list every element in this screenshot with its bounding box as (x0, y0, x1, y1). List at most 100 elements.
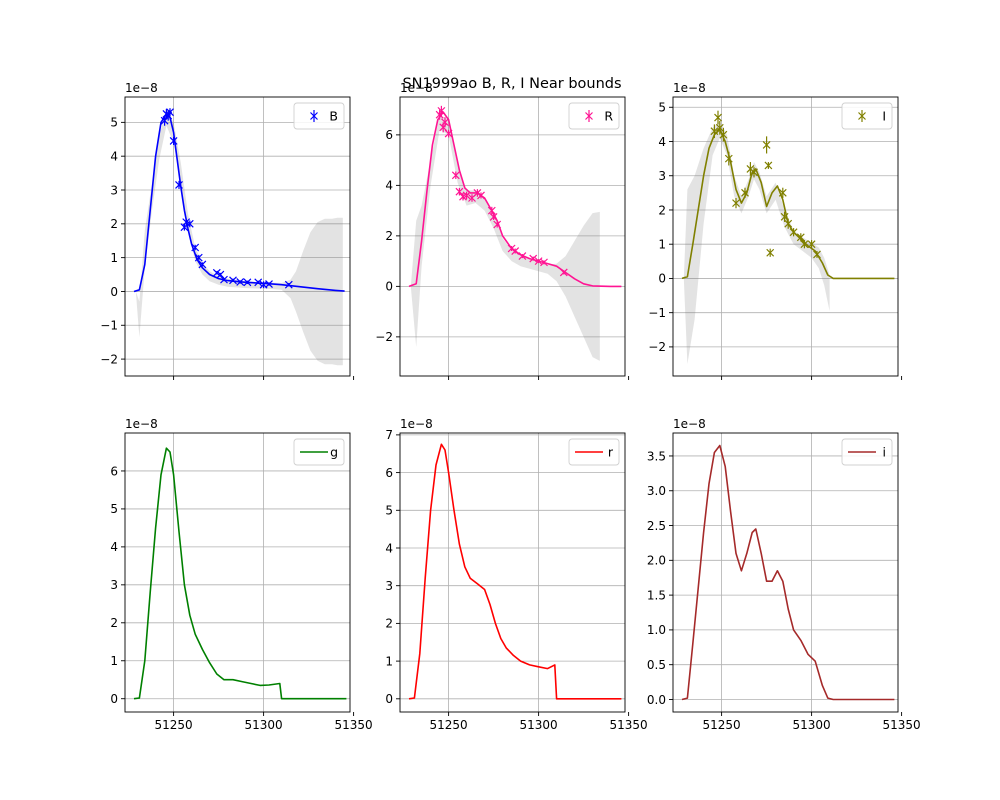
x-marker (750, 168, 758, 177)
x-tick-label: 51300 (245, 718, 283, 732)
data-point (191, 243, 200, 252)
axes-frame (124, 432, 351, 713)
series-line-B (133, 113, 345, 293)
axis-offset-text: 1e−8 (125, 81, 158, 95)
x-marker (236, 278, 245, 286)
x-marker (780, 212, 789, 221)
plot-area (408, 443, 622, 700)
axes-frame (399, 96, 626, 377)
data-point (473, 189, 482, 197)
figure-title: SN1999ao B, R, I Near bounds (402, 76, 621, 92)
y-tick-label: −2 (100, 352, 118, 366)
x-marker (540, 258, 548, 267)
axis-offset-text: 1e−8 (673, 417, 706, 431)
y-tick-label: 2 (385, 617, 393, 631)
y-tick-label: 4 (110, 540, 118, 554)
data-point (784, 218, 793, 229)
data-point (236, 278, 245, 286)
x-marker (265, 280, 273, 288)
x-marker (191, 243, 200, 252)
x-marker (714, 113, 722, 122)
legend-label: B (329, 109, 338, 124)
subplot-g: 51250 51300 51350 0 1 2 3 4 5 6 1e−8 g (110, 417, 372, 732)
y-tick-label: 2.0 (647, 554, 666, 568)
x-marker (507, 244, 516, 253)
y-tick-label: 3.5 (647, 449, 666, 463)
data-point (220, 275, 228, 284)
axis-offset-text: 1e−8 (673, 81, 706, 95)
x-marker (710, 127, 719, 136)
data-point (766, 248, 775, 257)
y-tick-label: 4 (385, 179, 393, 193)
y-tick-label: 1.0 (647, 623, 666, 637)
subplot-i: 51250 51300 51350 0.0 0.5 1.0 1.5 2.0 2.5 3.0 3.5 1… (647, 417, 921, 732)
x-marker (437, 106, 446, 115)
x-marker (784, 219, 793, 228)
y-tick-label: 7 (385, 428, 393, 442)
data-point (789, 228, 798, 237)
x-marker (194, 253, 203, 262)
y-tick-label: 4 (385, 541, 393, 555)
x-tick-label: 51250 (703, 718, 741, 732)
plot-area (133, 447, 347, 700)
y-tick-label: 4 (658, 135, 666, 149)
legend-label: i (883, 445, 886, 460)
x-marker (778, 188, 787, 197)
x-tick-label: 51250 (430, 718, 468, 732)
x-marker (284, 280, 293, 289)
data-point (511, 247, 520, 255)
y-tick-label: 3 (658, 169, 666, 183)
y-tick-label: 3 (110, 183, 118, 197)
legend-box (841, 102, 893, 130)
x-tick-label: 51250 (155, 718, 193, 732)
y-tick-label: 5 (385, 504, 393, 518)
legend: B (293, 102, 345, 130)
y-tick-label: 1.5 (647, 588, 666, 602)
x-marker (254, 278, 263, 287)
x-marker (441, 118, 449, 127)
x-marker (493, 220, 502, 229)
y-tick-label: 5 (110, 502, 118, 516)
legend-box (568, 102, 620, 130)
y-tick-label: 1 (658, 238, 666, 252)
x-marker (559, 268, 568, 277)
y-tick-label: 2 (385, 229, 393, 243)
y-tick-label: 3 (110, 578, 118, 592)
x-marker (732, 199, 740, 208)
y-tick-label: 0 (110, 285, 118, 299)
legend: i (841, 438, 893, 466)
y-tick-label: 6 (385, 466, 393, 480)
y-tick-label: 6 (110, 464, 118, 478)
data-point (750, 167, 758, 178)
legend-label: R (604, 109, 613, 124)
data-point (441, 117, 449, 128)
data-point (243, 278, 252, 287)
legend-marker (310, 112, 318, 120)
data-point (254, 278, 263, 287)
x-marker (487, 206, 496, 215)
data-point (796, 233, 805, 242)
data-point (462, 191, 471, 200)
x-marker (813, 250, 821, 259)
legend: r (568, 438, 620, 466)
x-marker (477, 191, 485, 200)
data-point (493, 220, 502, 229)
data-point (487, 206, 496, 215)
x-marker (455, 187, 464, 196)
data-point (437, 105, 446, 116)
x-marker (198, 260, 207, 269)
data-point (762, 136, 771, 154)
x-tick-label: 51350 (335, 718, 373, 732)
x-marker (229, 276, 237, 285)
subplot-r: 51250 51300 51350 0 1 2 3 4 5 6 7 1e−8 r (385, 417, 647, 732)
data-point (507, 244, 516, 253)
y-tick-label: 3.0 (647, 484, 666, 498)
data-point (813, 250, 821, 259)
data-point (477, 191, 485, 200)
legend-label: I (882, 109, 886, 124)
x-marker (473, 189, 482, 197)
x-marker (724, 154, 733, 163)
x-marker (715, 123, 724, 132)
